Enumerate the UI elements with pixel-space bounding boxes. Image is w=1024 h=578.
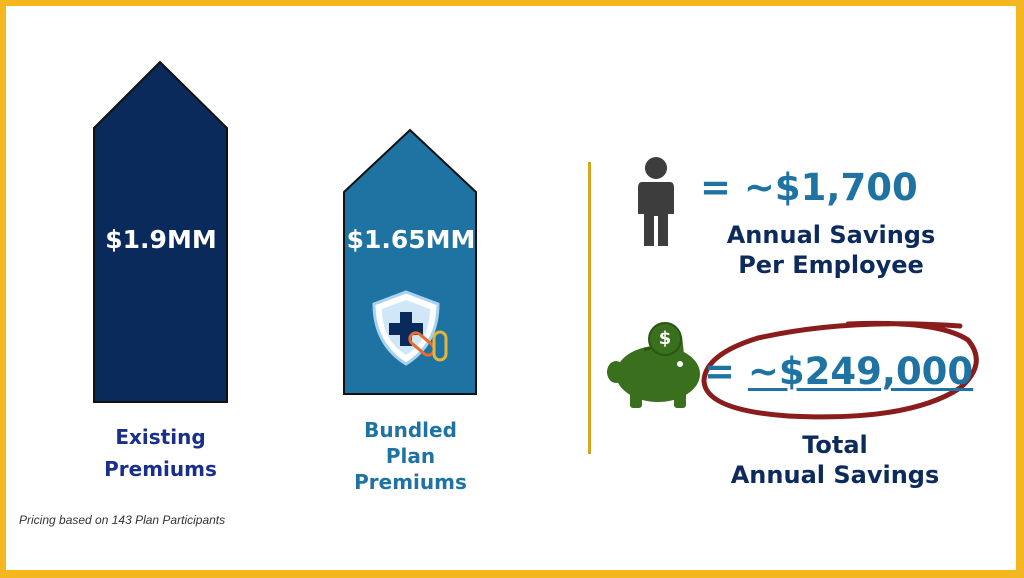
total-savings-amount: = ~$249,000 bbox=[704, 350, 974, 393]
total-savings-label: Total Annual Savings bbox=[730, 431, 940, 489]
bundled-premiums-value: $1.65MM bbox=[346, 225, 476, 254]
existing-premiums-arrow bbox=[93, 60, 228, 403]
footnote: Pricing based on 143 Plan Participants bbox=[19, 513, 226, 527]
dollar-coin-icon: $ bbox=[648, 322, 682, 356]
section-divider bbox=[588, 162, 591, 454]
employee-savings-amount: = ~$1,700 bbox=[700, 166, 918, 209]
highlight-circle-annotation bbox=[701, 320, 979, 420]
existing-premiums-label: Existing Premiums bbox=[104, 425, 217, 481]
existing-premiums-value: $1.9MM bbox=[105, 225, 217, 254]
bundled-premiums-label: Bundled Plan Premiums bbox=[354, 418, 467, 494]
employee-savings-label: Annual Savings Per Employee bbox=[726, 221, 936, 279]
shield-medical-icon bbox=[372, 290, 448, 366]
person-icon bbox=[638, 157, 674, 246]
